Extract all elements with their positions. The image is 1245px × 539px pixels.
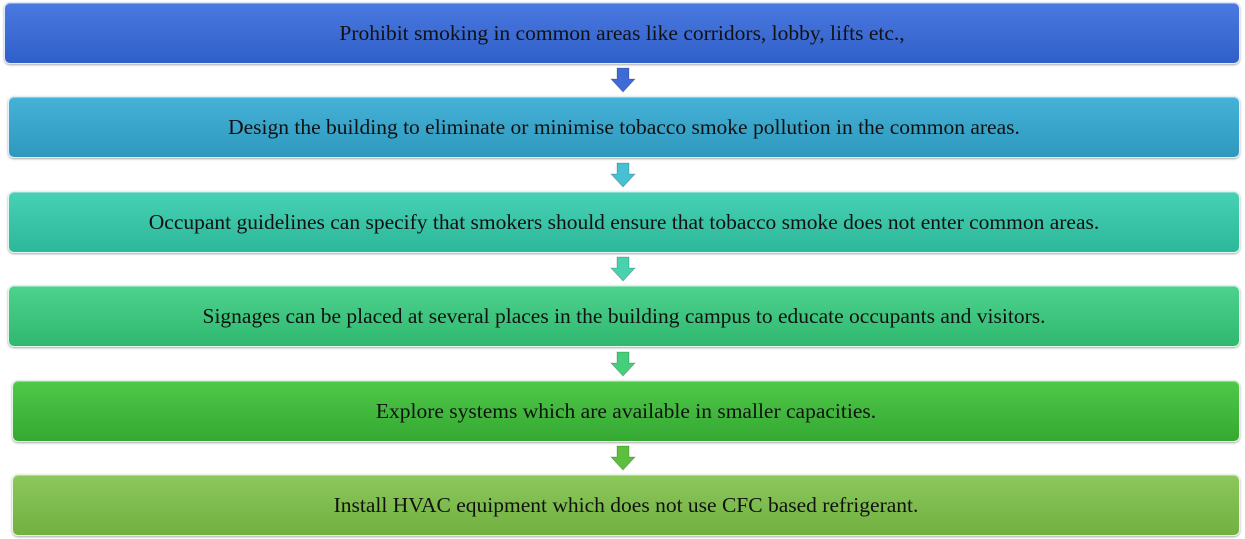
down-arrow-icon [610, 162, 636, 188]
step-label: Install HVAC equipment which does not us… [333, 492, 919, 517]
down-arrow-icon [610, 67, 636, 93]
step-label: Prohibit smoking in common areas like co… [339, 20, 905, 45]
step-box-signages: Signages can be placed at several places… [8, 285, 1240, 347]
step-label: Signages can be placed at several places… [202, 303, 1046, 328]
down-arrow-icon [610, 445, 636, 471]
step-box-prohibit-smoking: Prohibit smoking in common areas like co… [4, 2, 1240, 64]
step-box-occupant-guidelines: Occupant guidelines can specify that smo… [8, 191, 1240, 253]
step-box-explore-systems: Explore systems which are available in s… [12, 380, 1240, 442]
down-arrow-icon [610, 351, 636, 377]
step-box-design-building: Design the building to eliminate or mini… [8, 96, 1240, 158]
step-box-install-hvac: Install HVAC equipment which does not us… [12, 474, 1240, 536]
down-arrow-icon [610, 256, 636, 282]
step-label: Design the building to eliminate or mini… [228, 114, 1020, 139]
step-label: Occupant guidelines can specify that smo… [148, 209, 1100, 234]
step-label: Explore systems which are available in s… [375, 398, 877, 423]
